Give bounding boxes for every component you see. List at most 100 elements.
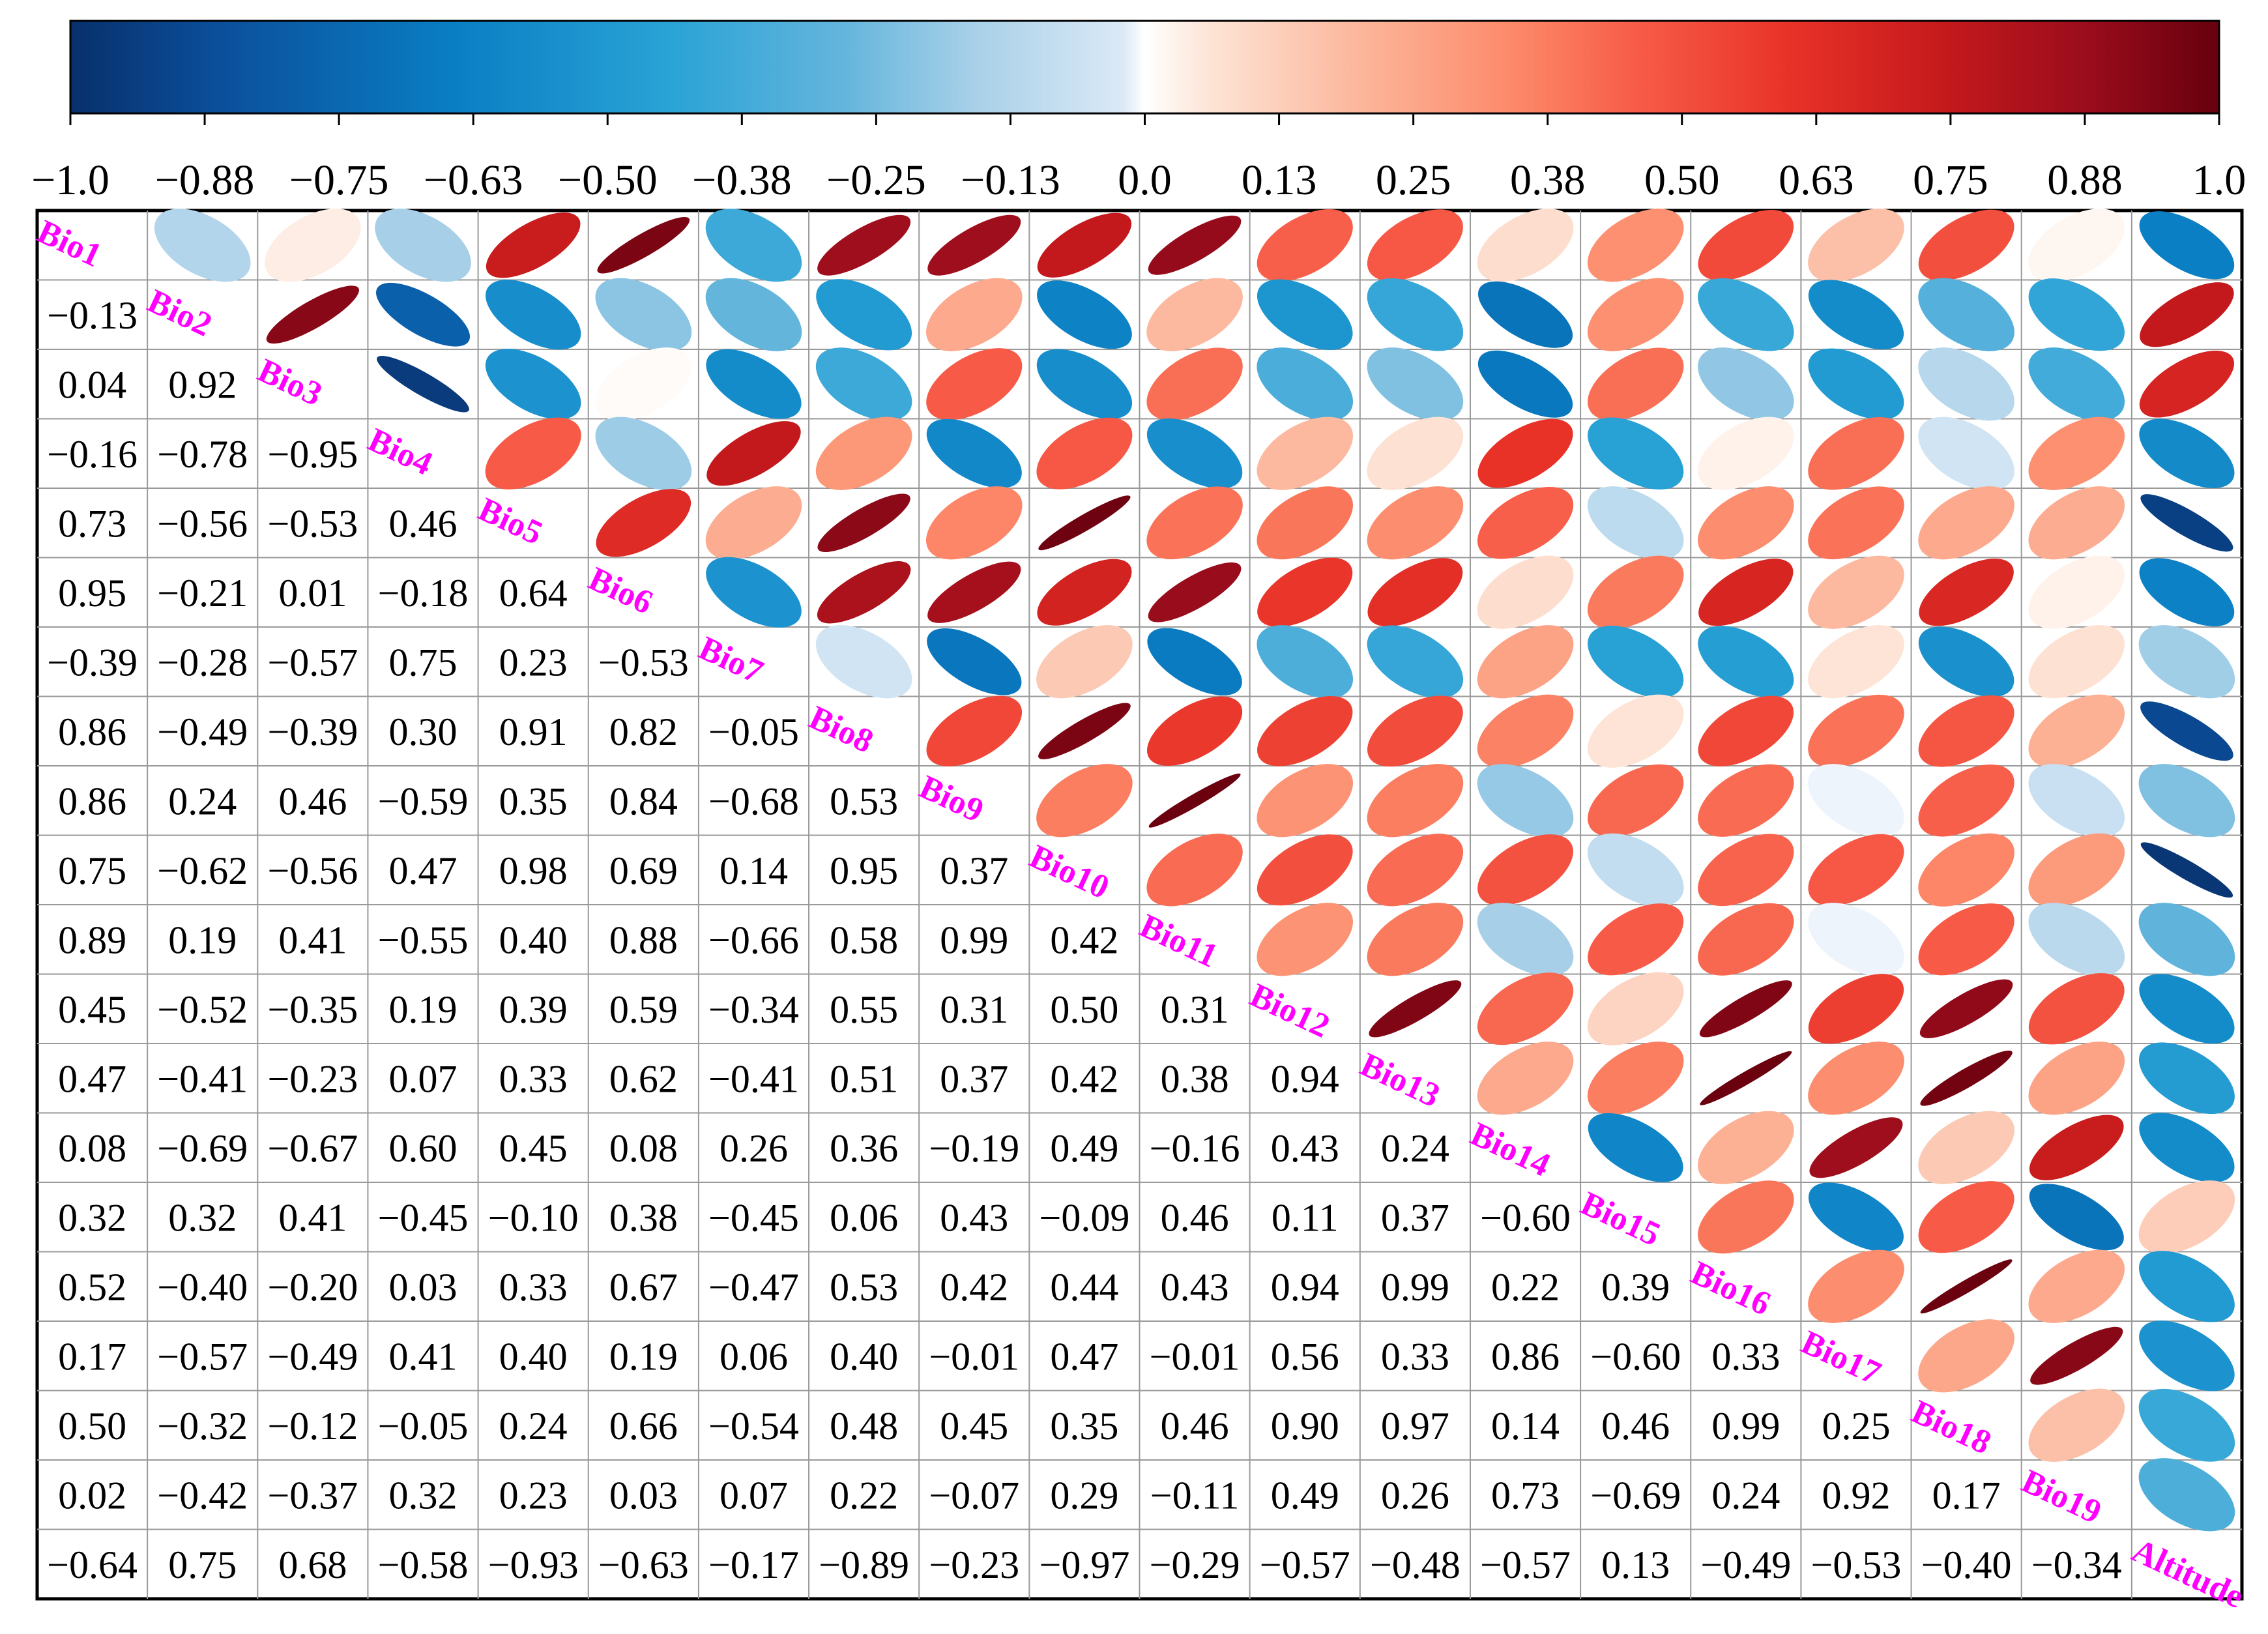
correlation-ellipse xyxy=(1698,695,1794,766)
correlation-value: 0.50 xyxy=(1050,988,1118,1031)
correlation-ellipse xyxy=(2028,416,2125,490)
correlation-ellipse xyxy=(1146,834,1243,907)
correlation-value: −0.64 xyxy=(47,1543,138,1586)
correlation-value: −0.23 xyxy=(267,1057,358,1100)
correlation-value: −0.57 xyxy=(1480,1543,1571,1586)
correlation-value: −0.53 xyxy=(1811,1543,1902,1586)
correlation-value: 0.67 xyxy=(609,1266,678,1309)
correlation-ellipse xyxy=(2030,1326,2123,1385)
correlation-value: −0.49 xyxy=(1700,1543,1791,1586)
correlation-ellipse xyxy=(1146,486,1243,560)
correlation-value: −0.17 xyxy=(708,1543,799,1586)
correlation-ellipse xyxy=(1257,903,1354,976)
correlation-ellipse xyxy=(1808,555,1904,629)
correlation-ellipse xyxy=(1587,278,1684,351)
correlation-ellipse xyxy=(1367,558,1463,627)
correlation-value: −0.62 xyxy=(157,849,248,892)
correlation-value: 0.06 xyxy=(830,1196,898,1239)
correlation-value: −0.23 xyxy=(929,1543,1019,1586)
correlation-ellipse xyxy=(1808,486,1904,560)
correlation-ellipse xyxy=(1367,834,1464,907)
colorbar-tick-label: 0.50 xyxy=(1644,156,1720,204)
correlation-value: 0.06 xyxy=(720,1335,788,1378)
correlation-ellipse xyxy=(2139,974,2235,1044)
correlation-ellipse xyxy=(2028,1042,2125,1115)
correlation-value: 0.23 xyxy=(499,1474,568,1517)
correlation-value: −0.68 xyxy=(708,780,799,823)
correlation-value: −0.57 xyxy=(1260,1543,1350,1586)
correlation-value: 0.94 xyxy=(1271,1266,1339,1309)
correlation-value: −0.69 xyxy=(157,1127,248,1170)
correlation-ellipse xyxy=(925,278,1023,351)
correlation-value: −0.10 xyxy=(488,1196,579,1239)
correlation-value: 0.82 xyxy=(609,710,678,753)
correlation-value: 0.46 xyxy=(278,780,347,823)
correlation-value: −0.34 xyxy=(708,988,799,1031)
correlation-ellipse xyxy=(927,214,1021,276)
correlation-ellipse xyxy=(2139,1320,2235,1392)
correlation-ellipse xyxy=(2028,555,2125,629)
correlation-ellipse xyxy=(705,209,802,282)
colorbar-tick-label: 0.63 xyxy=(1779,156,1854,204)
correlation-ellipse xyxy=(1588,1113,1683,1182)
correlation-ellipse xyxy=(1367,347,1464,421)
correlation-value: 0.37 xyxy=(1381,1196,1449,1239)
correlation-ellipse xyxy=(2139,350,2235,418)
correlation-value: −0.78 xyxy=(157,433,248,476)
correlation-value: 0.32 xyxy=(168,1196,237,1239)
correlation-value: 0.75 xyxy=(58,849,126,892)
correlation-value: 0.22 xyxy=(830,1474,898,1517)
correlation-ellipse xyxy=(1698,347,1794,421)
correlation-ellipse xyxy=(1367,278,1464,351)
correlation-value: 0.53 xyxy=(830,1266,898,1309)
correlation-value: 0.92 xyxy=(1822,1474,1890,1517)
correlation-ellipse xyxy=(1808,974,1904,1044)
correlation-value: 0.99 xyxy=(1381,1266,1449,1309)
correlation-value: −0.57 xyxy=(157,1335,248,1378)
correlation-value: 0.41 xyxy=(389,1335,458,1378)
correlation-ellipse xyxy=(1918,1319,2014,1393)
correlation-value: 0.49 xyxy=(1050,1127,1118,1170)
correlation-ellipse xyxy=(1809,1117,1903,1178)
correlation-value: 0.90 xyxy=(1271,1405,1339,1448)
correlation-ellipse xyxy=(596,489,691,557)
correlation-value: 0.39 xyxy=(1601,1266,1670,1309)
correlation-ellipse xyxy=(2028,347,2125,421)
correlation-ellipse xyxy=(1808,280,1904,350)
correlation-value: 0.73 xyxy=(1491,1474,1560,1517)
correlation-value: −0.56 xyxy=(157,502,248,545)
correlation-value: −0.39 xyxy=(47,641,138,684)
correlation-ellipse xyxy=(1257,625,1354,699)
correlation-value: −0.21 xyxy=(157,572,248,615)
correlation-ellipse xyxy=(815,416,912,490)
correlation-ellipse xyxy=(817,214,911,276)
correlation-ellipse xyxy=(1698,278,1794,351)
correlation-value: 0.58 xyxy=(830,918,898,961)
correlation-ellipse xyxy=(1257,279,1353,350)
correlation-value: 0.75 xyxy=(389,641,458,684)
correlation-ellipse xyxy=(1257,416,1354,490)
correlation-ellipse xyxy=(1367,416,1464,490)
correlation-value: 0.94 xyxy=(1271,1057,1339,1100)
correlation-ellipse xyxy=(1808,417,1904,490)
correlation-ellipse xyxy=(1808,209,1904,282)
correlation-ellipse xyxy=(1477,903,1574,976)
correlation-value: 0.37 xyxy=(940,849,1008,892)
correlation-value: 0.43 xyxy=(1161,1266,1229,1309)
correlation-ellipse xyxy=(1367,209,1463,282)
correlation-value: 0.29 xyxy=(1050,1474,1118,1517)
correlation-ellipse xyxy=(1587,555,1684,629)
correlation-ellipse xyxy=(926,348,1023,420)
correlation-value: −0.39 xyxy=(267,710,358,753)
correlation-value: 0.95 xyxy=(58,572,126,615)
correlation-ellipse xyxy=(1477,209,1574,282)
correlation-value: 0.08 xyxy=(58,1127,126,1170)
correlation-ellipse xyxy=(1038,495,1131,551)
correlation-value: −0.35 xyxy=(267,988,358,1031)
correlation-ellipse xyxy=(2140,701,2233,761)
correlation-value: −0.16 xyxy=(1150,1127,1240,1170)
correlation-value: −0.05 xyxy=(378,1405,469,1448)
correlation-ellipse xyxy=(1587,1042,1684,1115)
correlation-value: 0.45 xyxy=(940,1405,1008,1448)
